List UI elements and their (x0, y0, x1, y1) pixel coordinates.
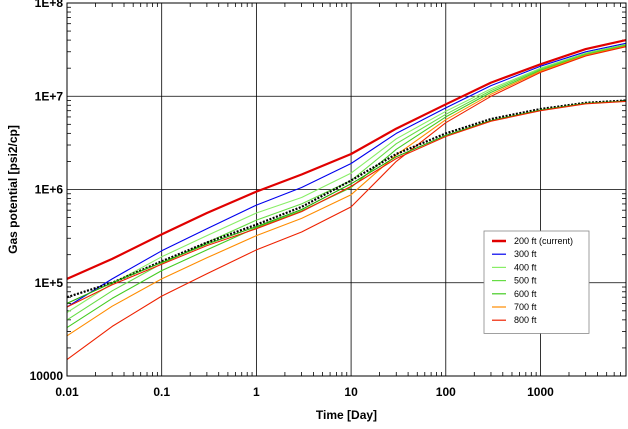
legend-label: 500 ft (514, 276, 537, 286)
series-line (66, 42, 627, 308)
x-tick-labels: 0.01 0.1 1 10 100 1000 (55, 385, 554, 399)
y-tick-labels: 10000 1E+5 1E+6 1E+7 1E+8 (30, 0, 64, 383)
series-line (66, 39, 627, 280)
x-tick-label: 100 (436, 385, 456, 399)
legend-label: 800 ft (514, 315, 537, 325)
series-line (66, 43, 627, 313)
y-tick-label: 1E+6 (35, 183, 64, 197)
series-line (66, 44, 627, 329)
y-tick-label: 1E+7 (35, 89, 64, 103)
x-tick-label: 1 (253, 385, 260, 399)
series-line (66, 100, 627, 308)
x-tick-label: 0.01 (55, 385, 79, 399)
y-tick-label: 10000 (30, 369, 64, 383)
legend-label: 400 ft (514, 262, 537, 272)
series-lines (66, 39, 627, 361)
y-tick-label: 1E+5 (35, 276, 64, 290)
series-line (66, 99, 627, 299)
series-line (66, 100, 627, 304)
legend: 200 ft (current) 300 ft 400 ft 500 ft 600 ft… (483, 230, 590, 334)
y-axis-title: Gas potential [psi2/cp] (6, 125, 20, 254)
legend-label: 200 ft (current) (514, 236, 573, 246)
legend-label: 700 ft (514, 302, 537, 312)
legend-label: 600 ft (514, 289, 537, 299)
plot-frame (66, 2, 627, 377)
y-tick-label: 1E+8 (35, 0, 64, 10)
series-line (66, 46, 627, 361)
x-tick-label: 10 (344, 385, 358, 399)
legend-label: 300 ft (514, 249, 537, 259)
x-tick-label: 1000 (527, 385, 554, 399)
legend-box (483, 230, 590, 334)
x-axis-title: Time [Day] (316, 408, 377, 422)
series-line (66, 45, 627, 337)
x-tick-label: 0.1 (153, 385, 170, 399)
